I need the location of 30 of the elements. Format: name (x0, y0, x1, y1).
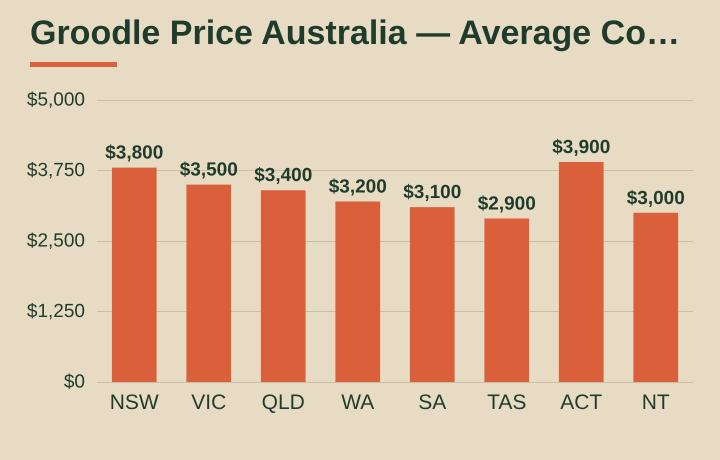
bar (558, 162, 604, 382)
bar (186, 184, 232, 382)
x-tick-label: NT (642, 391, 670, 414)
data-label: $3,000 (626, 188, 685, 209)
bar (410, 207, 455, 382)
y-tick-label: $3,750 (26, 160, 85, 181)
x-tick-label: SA (418, 391, 446, 414)
bar (335, 202, 380, 382)
data-label: $3,100 (403, 182, 462, 204)
y-tick-label: $1,250 (26, 301, 85, 322)
data-label: $3,400 (254, 165, 312, 186)
bar (484, 218, 530, 382)
chart-title: Groodle Price Australia — Average Co… (30, 14, 680, 53)
bar (633, 212, 678, 382)
x-tick-label: ACT (560, 391, 602, 414)
x-tick-label: VIC (191, 391, 226, 414)
data-label: $3,200 (328, 176, 387, 198)
data-label: $3,900 (552, 137, 610, 158)
x-tick-label: WA (341, 391, 374, 414)
y-tick-label: $0 (64, 372, 85, 392)
data-label: $3,500 (180, 160, 238, 181)
data-label: $2,900 (478, 193, 536, 214)
bar (260, 190, 306, 382)
bar (112, 168, 157, 382)
x-tick-label: TAS (487, 391, 526, 414)
y-tick-label: $2,500 (26, 230, 85, 252)
data-label: $3,800 (105, 142, 164, 164)
x-tick-label: QLD (262, 391, 305, 414)
x-tick-label: NSW (110, 391, 159, 414)
y-tick-label: $5,000 (26, 90, 85, 110)
